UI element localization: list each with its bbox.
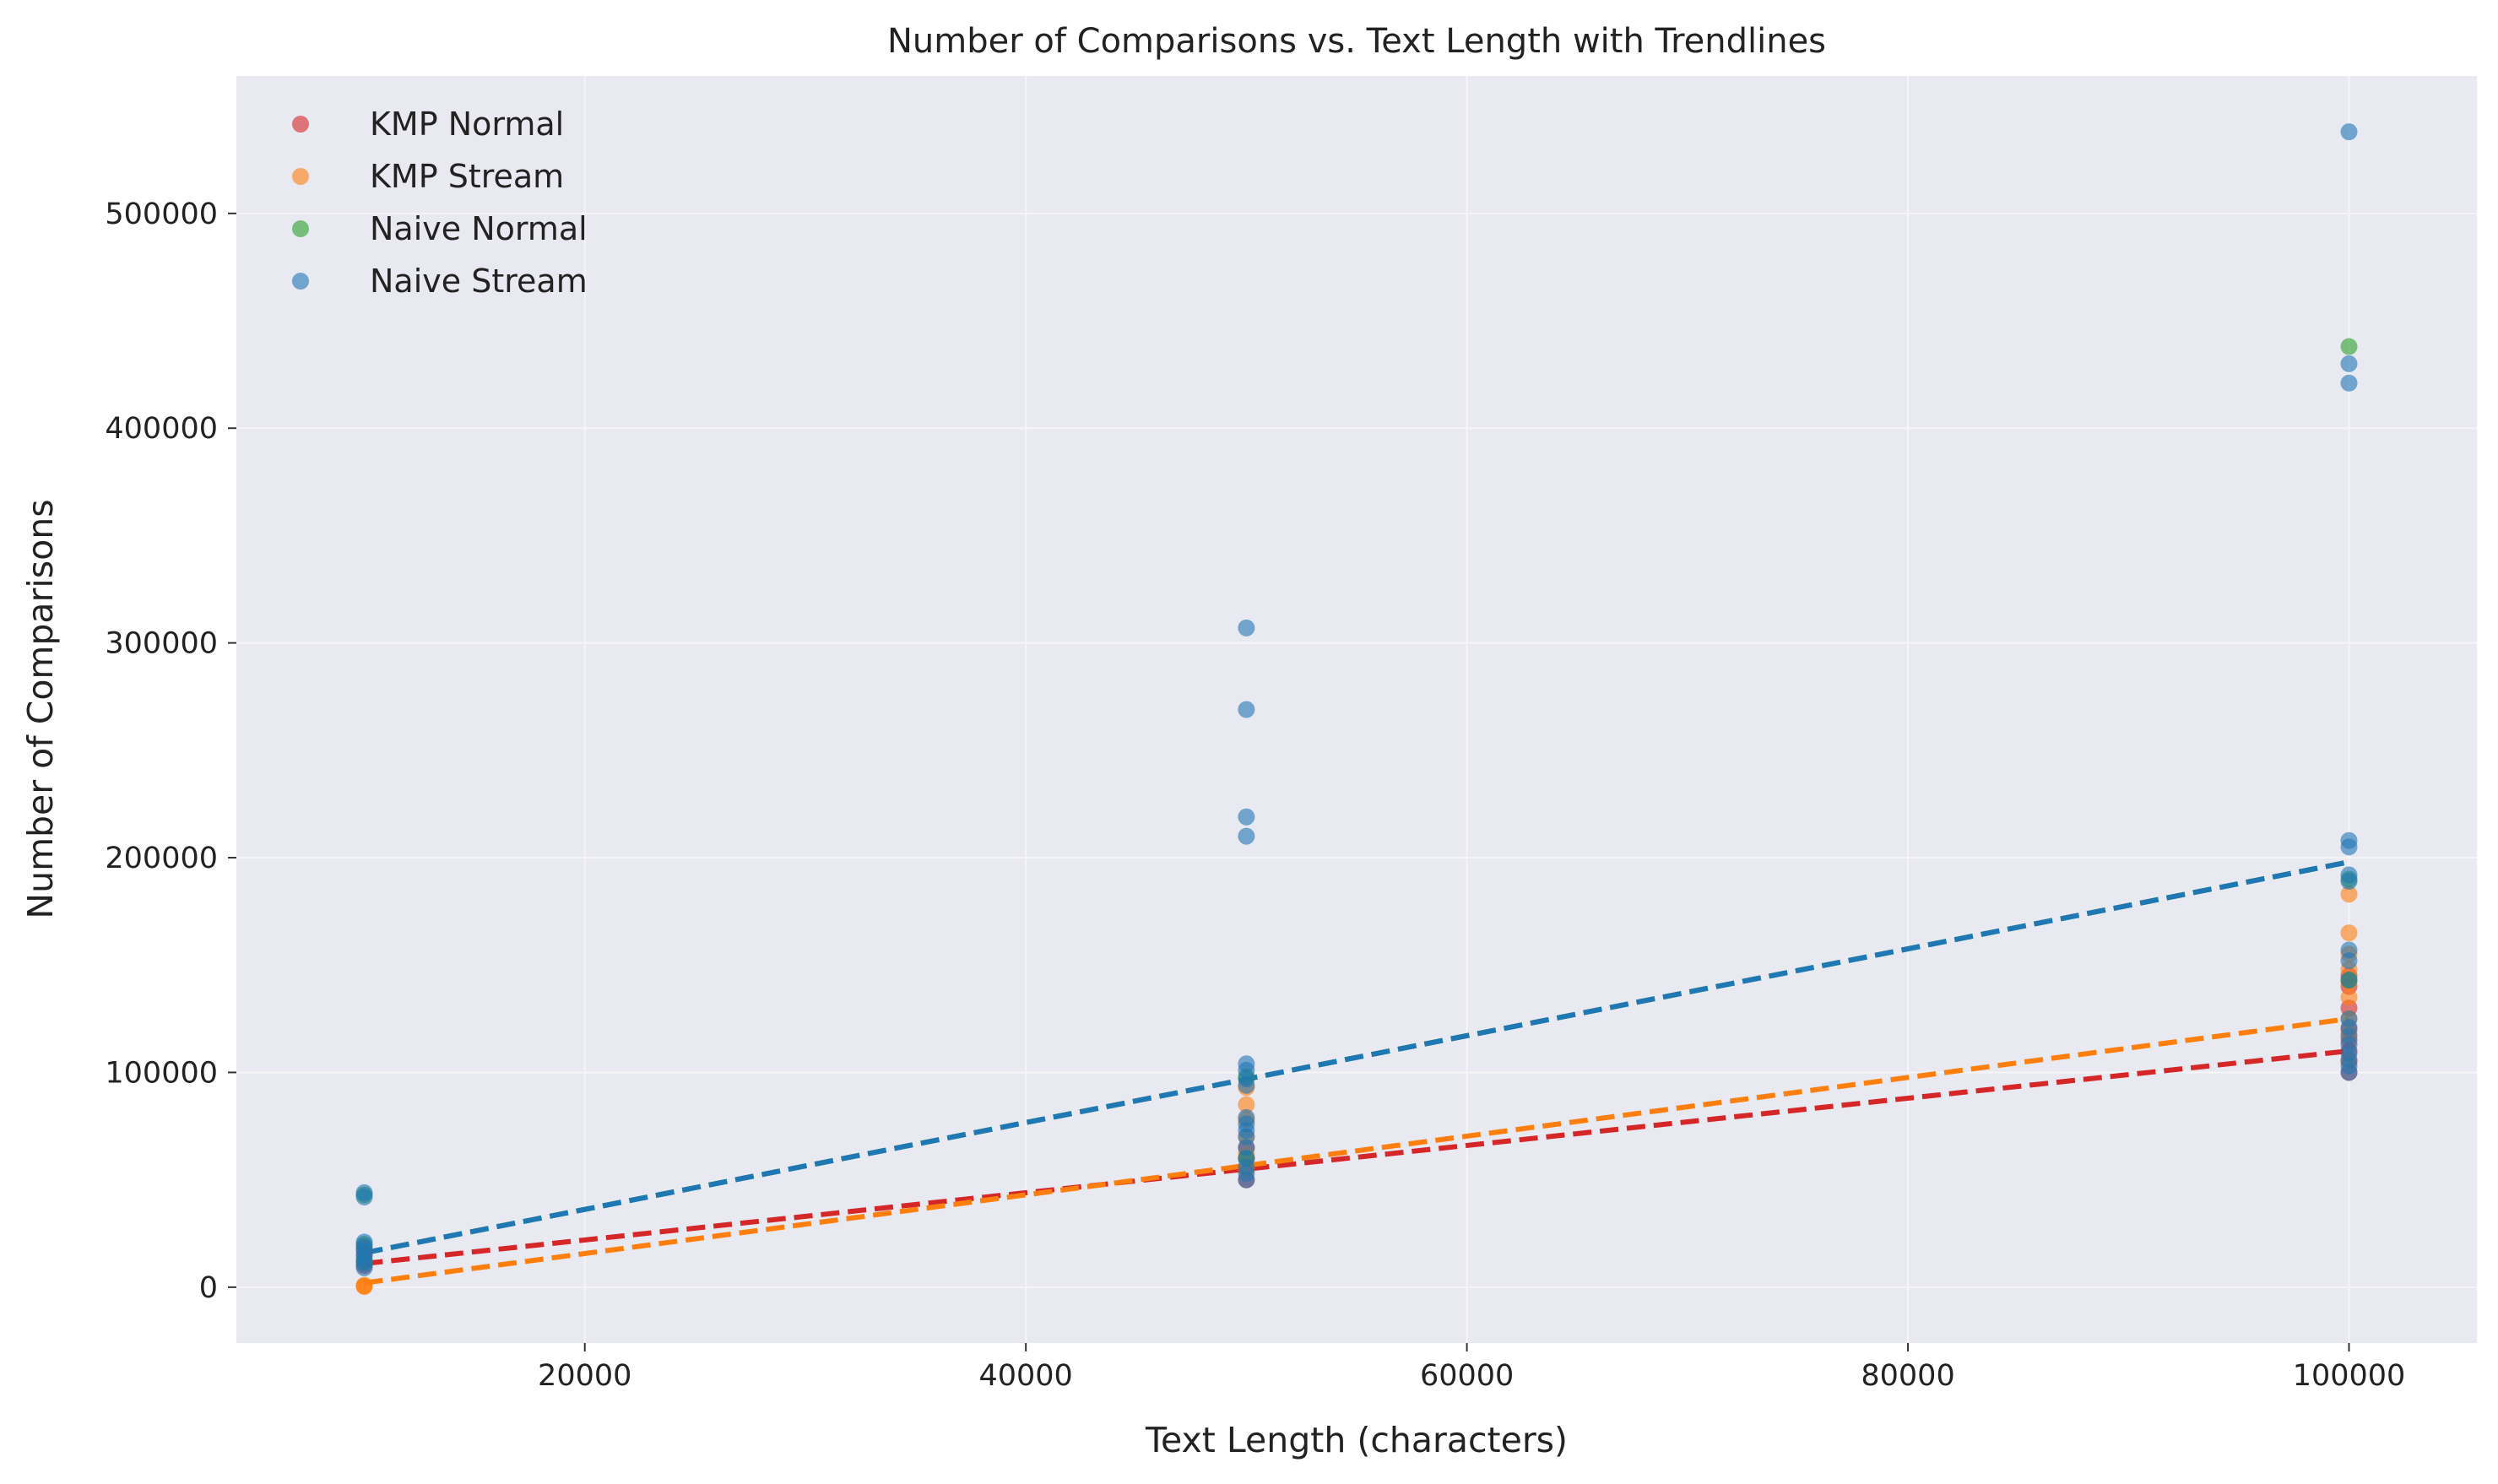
data-point (2340, 941, 2358, 959)
y-tick-label: 300000 (105, 627, 218, 661)
legend-marker (292, 116, 309, 133)
data-point (1238, 827, 1255, 845)
x-axis-label: Text Length (characters) (1145, 1420, 1568, 1460)
data-point (1238, 808, 1255, 826)
data-point (2340, 338, 2358, 355)
trendline (364, 1016, 2349, 1286)
y-tick-label: 0 (199, 1271, 218, 1305)
x-tick-label: 40000 (978, 1359, 1072, 1393)
y-tick-label: 200000 (105, 842, 218, 875)
data-point (1238, 1055, 1255, 1073)
trendlines (363, 859, 2350, 1286)
trendline (363, 859, 2350, 1256)
data-point (2340, 374, 2358, 392)
data-points (355, 123, 2358, 1296)
data-point (2340, 831, 2358, 849)
trendline (364, 1048, 2349, 1266)
legend-label: Naive Normal (370, 210, 588, 247)
legend-label: KMP Normal (370, 106, 564, 143)
data-point (355, 1183, 373, 1201)
y-axis-ticks: 0 100000 200000 300000 400000 500000 (105, 198, 236, 1305)
data-point (355, 1233, 373, 1251)
y-axis-label: Number of Comparisons (20, 499, 61, 918)
legend-marker (292, 168, 309, 185)
data-point (1238, 1096, 1255, 1113)
data-point (2340, 972, 2358, 989)
grid-lines (236, 76, 2477, 1343)
data-point (2340, 866, 2358, 884)
x-tick-label: 60000 (1420, 1359, 1514, 1393)
y-tick-label: 100000 (105, 1056, 218, 1090)
y-tick-label: 500000 (105, 198, 218, 231)
data-point (1238, 619, 1255, 636)
data-point (1238, 1108, 1255, 1126)
plot-area (236, 76, 2477, 1343)
y-tick-label: 400000 (105, 412, 218, 446)
legend-marker (292, 273, 309, 290)
x-tick-label: 100000 (2293, 1359, 2406, 1393)
x-tick-label: 80000 (1861, 1359, 1954, 1393)
legend-label: KMP Stream (370, 158, 564, 195)
data-point (2340, 123, 2358, 141)
legend: KMP Normal KMP Stream Naive Normal Naive St… (292, 106, 588, 300)
legend-label: Naive Stream (370, 263, 588, 300)
data-point (2340, 988, 2358, 1006)
chart-title: Number of Comparisons vs. Text Length wi… (887, 22, 1826, 61)
data-point (2340, 886, 2358, 903)
x-axis-ticks: 20000 40000 60000 80000 100000 (538, 1343, 2405, 1393)
data-point (2340, 1010, 2358, 1027)
data-point (2340, 924, 2358, 942)
data-point (355, 1276, 373, 1294)
x-tick-label: 20000 (538, 1359, 631, 1393)
legend-marker (292, 220, 309, 237)
data-point (2340, 355, 2358, 372)
data-point (1238, 701, 1255, 718)
